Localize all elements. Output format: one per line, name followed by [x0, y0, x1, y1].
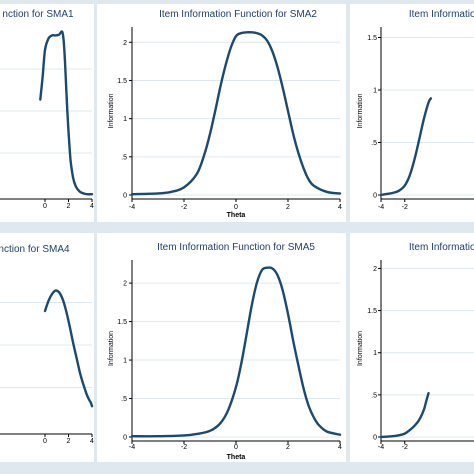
- panel-background: [350, 233, 474, 462]
- x-tick-label: 0: [43, 203, 47, 210]
- information-curve: [379, 97, 433, 197]
- chart-panel-3: 0 .5 1 1.5 -4 -2 Item Information Information: [350, 4, 474, 222]
- y-tick-label: 2: [373, 266, 377, 273]
- chart-title: Item Information: [409, 9, 474, 20]
- y-tick-label: 1.5: [367, 308, 377, 315]
- panel-background: [350, 4, 474, 222]
- y-tick-label: .5: [371, 392, 377, 399]
- panel-background: [0, 233, 94, 462]
- panel-background: [0, 4, 94, 222]
- x-axis-label: Theta: [227, 454, 246, 461]
- x-axis-label: Theta: [227, 212, 246, 219]
- x-tick-label: -4: [129, 204, 135, 211]
- chart-panel-2: 0 .5 1 1.5 2 -4 -2 0 2 4 Item Information Function…: [97, 4, 346, 222]
- x-tick-label: 0: [43, 438, 47, 445]
- y-axis-label: Information: [108, 93, 115, 128]
- y-tick-label: 1.5: [117, 78, 127, 85]
- y-tick-label: 1: [123, 116, 127, 123]
- x-tick-label: 2: [286, 444, 290, 451]
- y-axis-label: Information: [357, 331, 364, 366]
- y-axis-label: Information: [357, 93, 364, 128]
- x-tick-label: 4: [338, 204, 342, 211]
- information-curve: [39, 30, 94, 196]
- x-tick-label: 4: [338, 444, 342, 451]
- panel-background: [97, 233, 346, 462]
- x-tick-label: 4: [90, 438, 94, 445]
- x-tick-label: 2: [286, 204, 290, 211]
- x-tick-label: -2: [181, 204, 187, 211]
- information-curve: [43, 289, 94, 408]
- chart-title: Item Information Function for SMA5: [157, 242, 315, 253]
- x-tick-label: -4: [378, 444, 384, 451]
- x-tick-label: -2: [402, 204, 408, 211]
- y-tick-label: 0: [373, 435, 377, 442]
- x-tick-label: -2: [402, 444, 408, 451]
- x-tick-label: 4: [90, 203, 94, 210]
- y-tick-label: 0: [373, 193, 377, 200]
- y-tick-label: 1: [373, 350, 377, 357]
- x-tick-label: 2: [67, 438, 71, 445]
- y-tick-label: .5: [121, 154, 127, 161]
- y-tick-label: 0: [123, 435, 127, 442]
- y-tick-label: .5: [371, 140, 377, 147]
- information-curve: [130, 31, 342, 196]
- panel-background: [97, 4, 346, 222]
- y-tick-label: 2: [123, 40, 127, 47]
- chart-title: nction for SMA1: [2, 9, 74, 20]
- x-tick-label: -4: [378, 204, 384, 211]
- y-tick-label: 1: [123, 358, 127, 365]
- information-curve: [379, 391, 430, 439]
- x-tick-label: -2: [181, 444, 187, 451]
- x-tick-label: 0: [234, 444, 238, 451]
- y-tick-label: .5: [121, 396, 127, 403]
- information-curve: [130, 266, 342, 438]
- chart-title: nction for SMA4: [0, 244, 70, 255]
- y-tick-label: 1: [373, 88, 377, 95]
- chart-title: Item Information Function for SMA2: [159, 9, 317, 20]
- chart-panel-6: 0 .5 1 1.5 2 -4 -2 Item Information Information: [350, 233, 474, 462]
- chart-panel-4: 0 2 4 nction for SMA4: [0, 233, 94, 462]
- x-tick-label: 0: [234, 204, 238, 211]
- chart-panel-1: 0 2 4 nction for SMA1: [0, 4, 94, 222]
- y-tick-label: 0: [123, 193, 127, 200]
- y-axis-label: Information: [108, 331, 115, 366]
- chart-title: Item Information: [409, 242, 474, 253]
- chart-panel-5: 0 .5 1 1.5 2 -4 -2 0 2 4 Item Information Function…: [97, 233, 346, 462]
- y-tick-label: 1.5: [367, 35, 377, 42]
- y-tick-label: 1.5: [117, 319, 127, 326]
- x-tick-label: -4: [129, 444, 135, 451]
- y-tick-label: 2: [123, 281, 127, 288]
- x-tick-label: 2: [67, 203, 71, 210]
